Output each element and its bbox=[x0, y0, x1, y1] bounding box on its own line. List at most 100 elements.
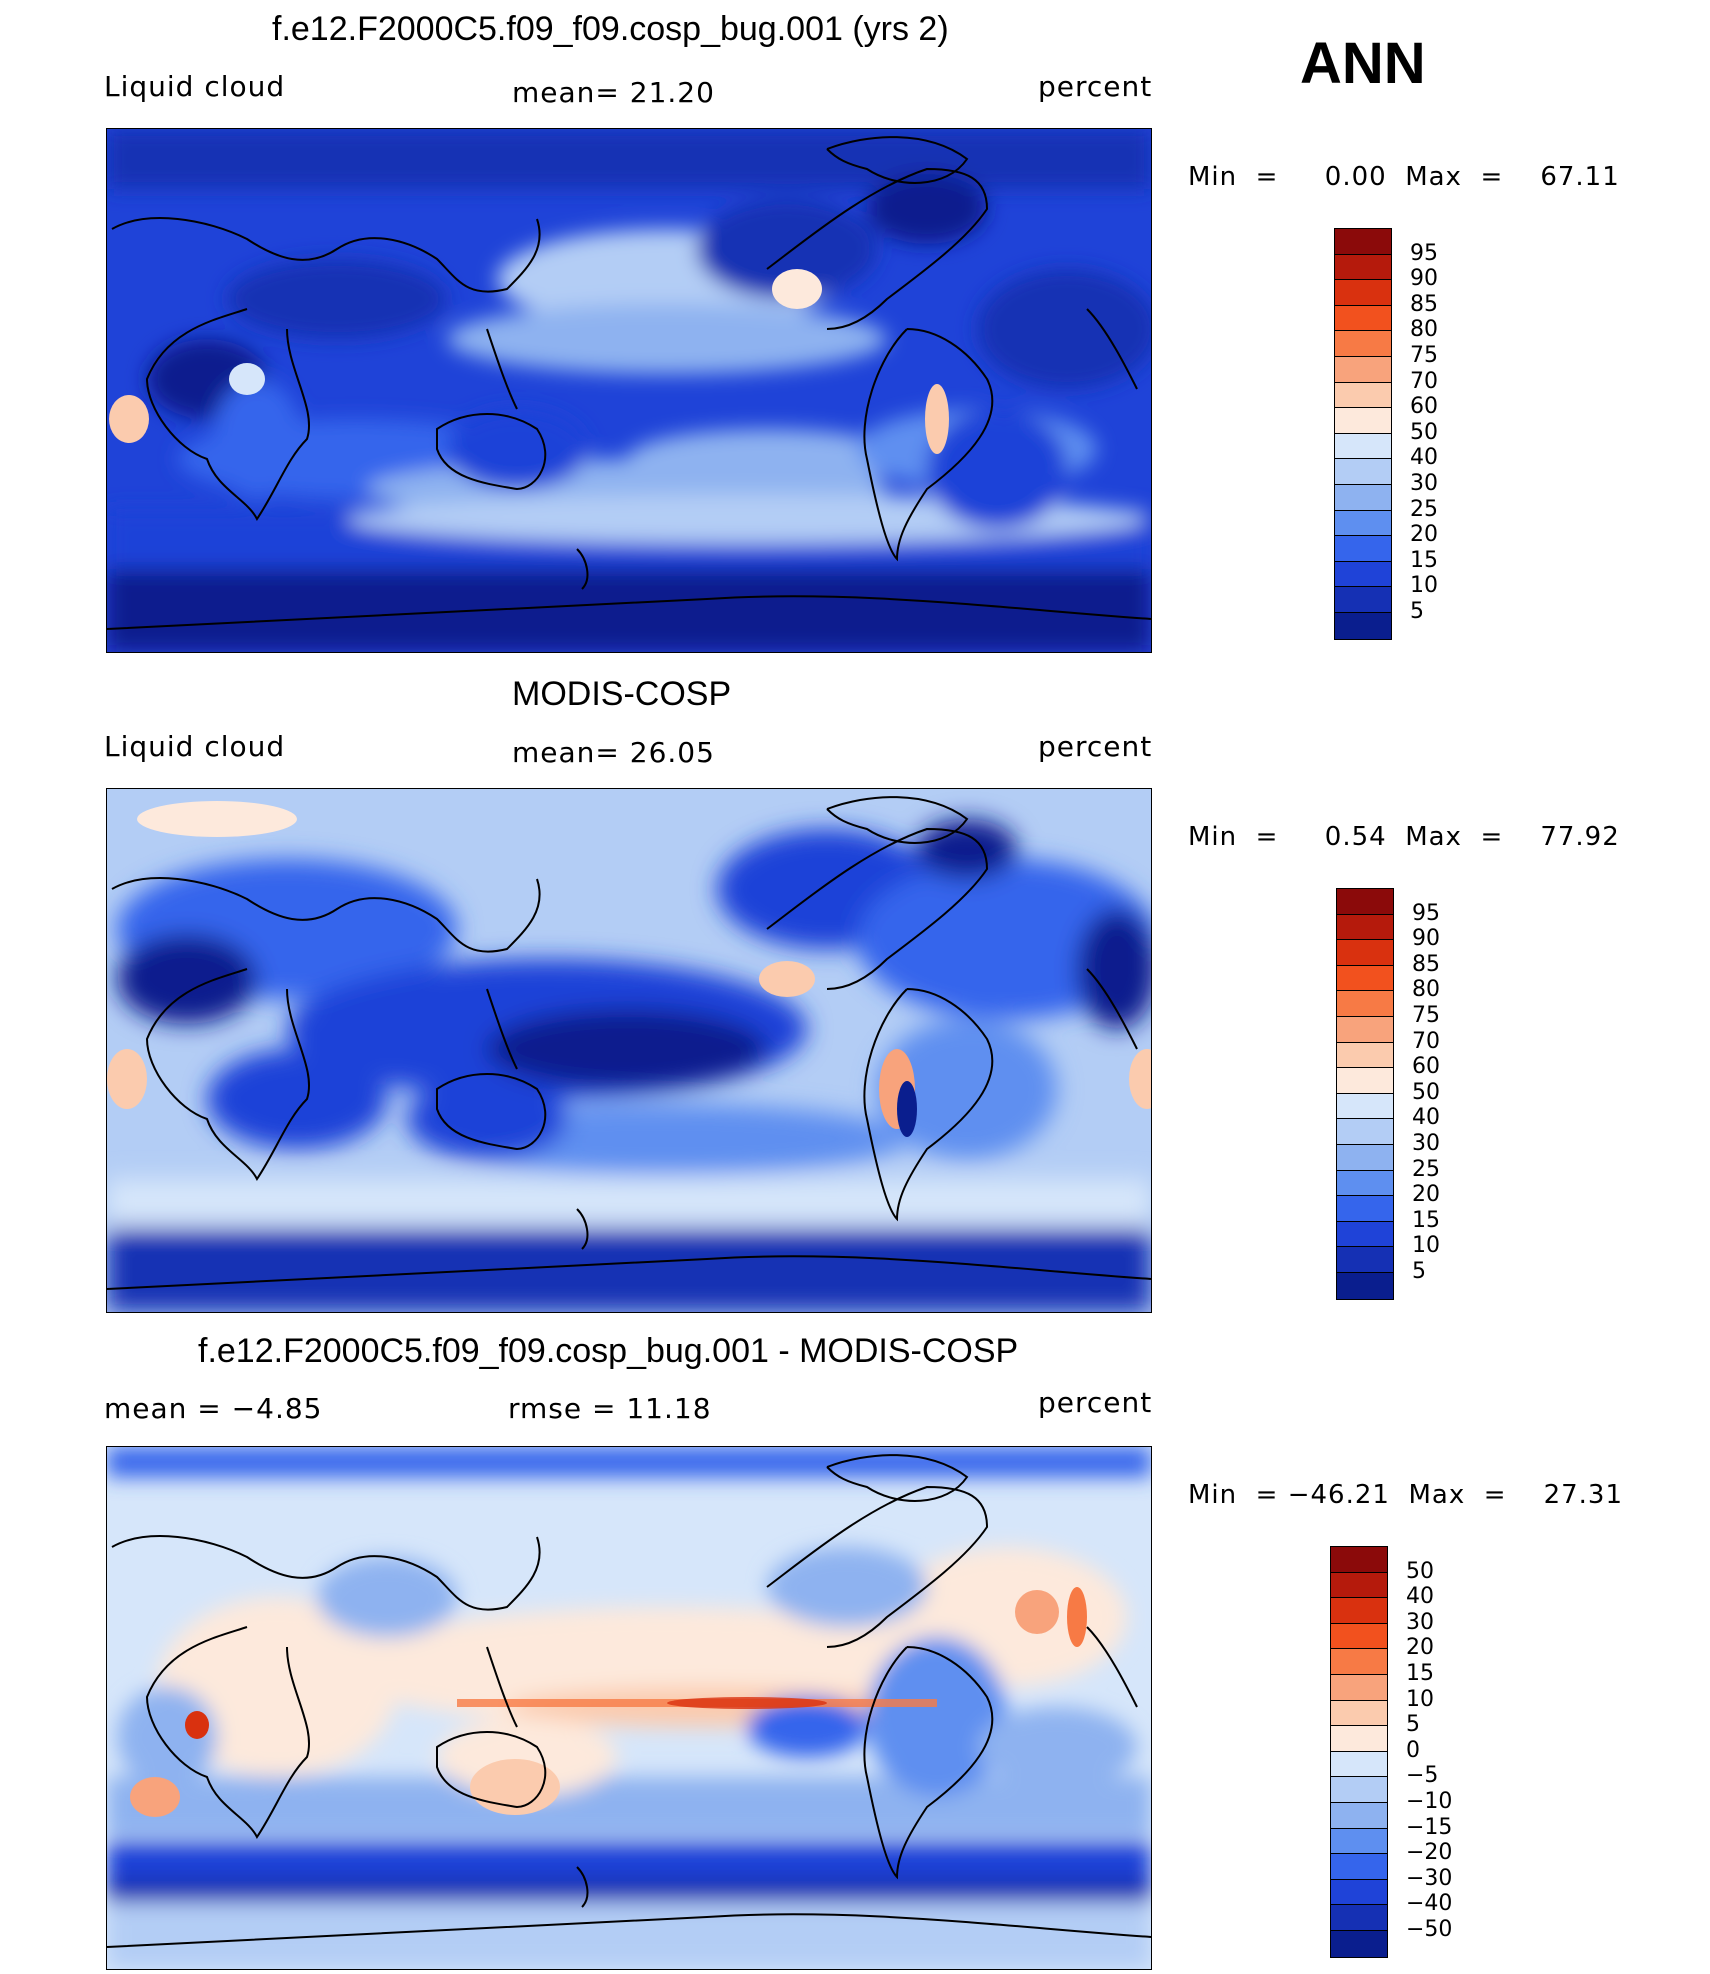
panel1-title: f.e12.F2000C5.f09_f09.cosp_bug.001 (yrs … bbox=[272, 10, 949, 48]
colorbar-swatch bbox=[1335, 280, 1391, 306]
panel1-minmax: Min = 0.00 Max = 67.11 bbox=[1188, 162, 1620, 192]
colorbar-swatch bbox=[1331, 1854, 1387, 1880]
colorbar-tick-label: 85 bbox=[1412, 951, 1440, 977]
colorbar-tick-label: 85 bbox=[1410, 291, 1438, 317]
colorbar-swatch bbox=[1335, 433, 1391, 460]
colorbar-swatch bbox=[1331, 1674, 1387, 1701]
colorbar-tick-label: −15 bbox=[1406, 1814, 1453, 1840]
panel2-map-svg bbox=[107, 789, 1151, 1312]
colorbar-swatch bbox=[1337, 1144, 1393, 1171]
colorbar-swatch bbox=[1331, 1547, 1387, 1573]
colorbar-tick-label: 50 bbox=[1410, 419, 1438, 445]
panel2-coastlines bbox=[107, 796, 1151, 1290]
panel3-mean-label: mean = −4.85 bbox=[104, 1392, 323, 1425]
colorbar-tick-label: 20 bbox=[1412, 1182, 1440, 1208]
colorbar-swatch bbox=[1337, 1221, 1393, 1248]
colorbar-box bbox=[1330, 1546, 1388, 1958]
colorbar-tick-label: 15 bbox=[1406, 1661, 1434, 1686]
panel2-variable-label: Liquid cloud bbox=[104, 730, 286, 763]
colorbar-swatch bbox=[1335, 408, 1391, 434]
colorbar-swatch bbox=[1337, 965, 1393, 992]
colorbar-tick-label: 20 bbox=[1410, 522, 1438, 548]
colorbar-swatch bbox=[1331, 1598, 1387, 1624]
colorbar-tick-label: 80 bbox=[1410, 317, 1438, 343]
season-label: ANN bbox=[1300, 31, 1426, 96]
panel1-map bbox=[106, 128, 1152, 653]
colorbar-tick-label: 25 bbox=[1410, 496, 1438, 522]
panel1-coastlines bbox=[107, 136, 1151, 630]
colorbar-swatch bbox=[1331, 1649, 1387, 1675]
colorbar-swatch bbox=[1331, 1828, 1387, 1855]
panel2-minmax: Min = 0.54 Max = 77.92 bbox=[1188, 822, 1620, 852]
panel3-minmax: Min = −46.21 Max = 27.31 bbox=[1188, 1480, 1624, 1510]
colorbar-swatch bbox=[1331, 1930, 1387, 1957]
panel3-title: f.e12.F2000C5.f09_f09.cosp_bug.001 - MOD… bbox=[198, 1332, 1019, 1370]
panel2-title: MODIS-COSP bbox=[512, 675, 732, 713]
colorbar-tick-label: 5 bbox=[1410, 599, 1424, 624]
panel1-map-svg bbox=[107, 129, 1151, 652]
colorbar-swatch bbox=[1337, 889, 1393, 915]
panel3-map bbox=[106, 1446, 1152, 1970]
panel2-mean-label: mean= 26.05 bbox=[512, 736, 715, 769]
colorbar-tick-label: −50 bbox=[1406, 1917, 1453, 1942]
colorbar-swatch bbox=[1335, 382, 1391, 409]
colorbar-swatch bbox=[1335, 536, 1391, 562]
colorbar-swatch bbox=[1337, 1196, 1393, 1222]
colorbar-tick-label: 30 bbox=[1410, 471, 1438, 496]
colorbar-tick-label: 10 bbox=[1412, 1233, 1440, 1259]
colorbar-tick-label: 10 bbox=[1410, 573, 1438, 599]
panel3-units-label: percent bbox=[1038, 1386, 1153, 1419]
colorbar-tick-label: 70 bbox=[1412, 1028, 1440, 1054]
colorbar-tick-label: 20 bbox=[1406, 1635, 1434, 1661]
colorbar-swatch bbox=[1337, 1119, 1393, 1145]
colorbar-tick-label: 25 bbox=[1412, 1156, 1440, 1182]
panel1-variable-label: Liquid cloud bbox=[104, 70, 286, 103]
colorbar-swatch bbox=[1335, 356, 1391, 383]
colorbar-swatch bbox=[1335, 510, 1391, 537]
panel3-coastlines bbox=[107, 1454, 1151, 1948]
colorbar-tick-label: 50 bbox=[1412, 1079, 1440, 1105]
colorbar-swatch bbox=[1337, 1247, 1393, 1273]
colorbar-tick-label: 95 bbox=[1412, 900, 1440, 926]
colorbar-swatch bbox=[1337, 1016, 1393, 1043]
panel3-map-svg bbox=[107, 1447, 1151, 1969]
colorbar-swatch bbox=[1337, 940, 1393, 966]
colorbar-swatch bbox=[1337, 1272, 1393, 1299]
colorbar-box bbox=[1336, 888, 1394, 1300]
colorbar-tick-label: 80 bbox=[1412, 977, 1440, 1003]
colorbar-swatch bbox=[1337, 1042, 1393, 1069]
colorbar-swatch bbox=[1337, 1093, 1393, 1120]
colorbar-tick-label: 5 bbox=[1412, 1259, 1426, 1284]
colorbar-tick-label: 30 bbox=[1406, 1609, 1434, 1635]
panel1-units-label: percent bbox=[1038, 70, 1153, 103]
colorbar-tick-label: −5 bbox=[1406, 1763, 1439, 1789]
colorbar-tick-label: 10 bbox=[1406, 1686, 1434, 1712]
colorbar-tick-label: 5 bbox=[1406, 1712, 1420, 1738]
colorbar-swatch bbox=[1337, 914, 1393, 941]
panel2-units-label: percent bbox=[1038, 730, 1153, 763]
colorbar-tick-label: 90 bbox=[1412, 926, 1440, 952]
colorbar-swatch bbox=[1331, 1879, 1387, 1906]
colorbar-swatch bbox=[1331, 1777, 1387, 1803]
colorbar-swatch bbox=[1335, 587, 1391, 613]
colorbar-tick-label: 40 bbox=[1410, 445, 1438, 471]
panel2-map bbox=[106, 788, 1152, 1313]
panel1-mean-label: mean= 21.20 bbox=[512, 76, 715, 109]
colorbar-swatch bbox=[1331, 1623, 1387, 1650]
colorbar-tick-label: 75 bbox=[1410, 343, 1438, 368]
colorbar-swatch bbox=[1335, 459, 1391, 485]
panel2-colorbar: 95 90 85 80 75 70 60 50 40 30 25 20 15 10 5 bbox=[1336, 888, 1496, 1303]
colorbar-swatch bbox=[1331, 1905, 1387, 1931]
panel1-colorbar: 95 90 85 80 75 70 60 50 40 30 25 20 15 10 5 bbox=[1334, 228, 1494, 643]
colorbar-tick-label: 90 bbox=[1410, 266, 1438, 292]
colorbar-tick-label: −30 bbox=[1406, 1865, 1453, 1891]
colorbar-tick-label: 70 bbox=[1410, 368, 1438, 394]
panel3-colorbar: 50 40 30 20 15 10 5 0 −5 −10 −15 −20 −30 −40 −50 bbox=[1330, 1546, 1500, 1961]
colorbar-swatch bbox=[1337, 1170, 1393, 1197]
colorbar-tick-label: 0 bbox=[1406, 1737, 1420, 1763]
panel3-rmse-label: rmse = 11.18 bbox=[508, 1392, 712, 1425]
colorbar-swatch bbox=[1337, 991, 1393, 1017]
colorbar-tick-label: −40 bbox=[1406, 1891, 1453, 1917]
colorbar-tick-label: 40 bbox=[1406, 1584, 1434, 1610]
colorbar-swatch bbox=[1331, 1572, 1387, 1599]
